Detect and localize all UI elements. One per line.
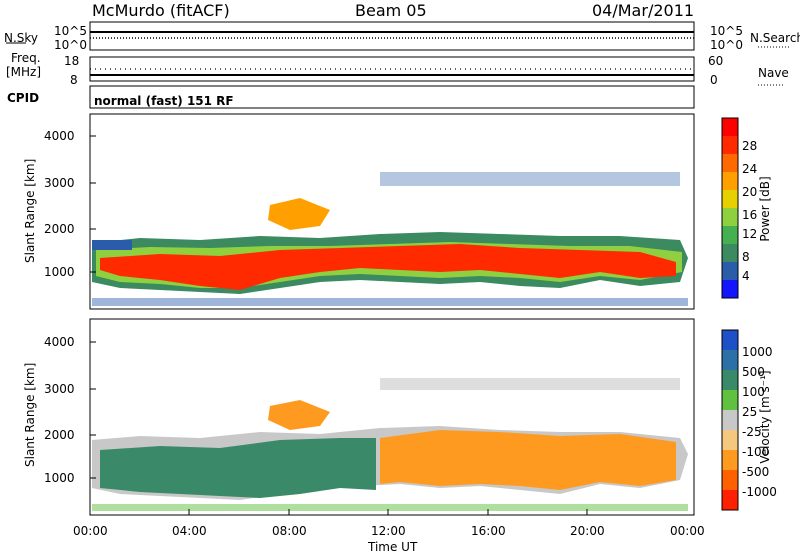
velocity-cbar-swatch [722, 470, 738, 490]
velocity-positive-region [100, 438, 376, 498]
velocity-cbar-swatch [722, 410, 738, 430]
power-cbar-swatch [722, 262, 738, 280]
power-cbar-swatch [722, 190, 738, 208]
power-cbar-tick: 28 [742, 139, 758, 153]
time-xtick: 00:00 [73, 524, 108, 538]
nsky-tick-high: 10^5 [54, 24, 87, 38]
velocity-cbar-tick: -1000 [742, 485, 777, 499]
power-ytick: 4000 [44, 129, 75, 143]
power-heatmap [92, 172, 688, 306]
power-backscatter-core [100, 244, 676, 290]
velocity-ytick: 2000 [44, 428, 75, 442]
power-cbar-tick: 12 [742, 227, 758, 241]
power-cbar-tick: 16 [742, 208, 758, 222]
velocity-cbar-swatch [722, 370, 738, 390]
time-xtick: 04:00 [172, 524, 207, 538]
time-xtick: 20:00 [570, 524, 605, 538]
cpid-program: normal (fast) 151 RF [94, 94, 234, 108]
velocity-patch [268, 400, 330, 430]
velocity-cbar-swatch [722, 490, 738, 510]
time-xtick: 00:00 [670, 524, 705, 538]
velocity-cbar-swatch [722, 430, 738, 450]
velocity-patch [380, 378, 680, 390]
velocity-colorbar [721, 329, 739, 511]
velocity-cbar-tick: -500 [742, 465, 770, 479]
power-cbar-swatch [722, 244, 738, 262]
velocity-cbar-swatch [722, 450, 738, 470]
nave-label: Nave [758, 66, 789, 80]
velocity-cbar-tick: 100 [742, 385, 765, 399]
freq-tick-low: 8 [70, 73, 78, 87]
date-title: 04/Mar/2011 [592, 1, 695, 20]
freq-unit-label: [MHz] [6, 65, 42, 79]
power-panel-frame [89, 113, 695, 310]
power-patch [92, 240, 132, 250]
velocity-cbar-tick: 1000 [742, 345, 773, 359]
nsearch-tick-high: 10^5 [710, 24, 743, 38]
nave-tick-low: 0 [710, 73, 718, 87]
power-cbar-swatch [722, 118, 738, 136]
power-ytick: 1000 [44, 265, 75, 279]
power-cbar-swatch [722, 154, 738, 172]
velocity-cbar-swatch [722, 350, 738, 370]
velocity-cbar-tick: 500 [742, 365, 765, 379]
velocity-cbar-swatch [722, 390, 738, 410]
power-cbar-swatch [722, 208, 738, 226]
time-xlabel: Time UT [368, 540, 418, 554]
power-patch [380, 172, 680, 186]
velocity-ytick: 3000 [44, 382, 75, 396]
nsky-label: N.Sky [4, 31, 39, 45]
velocity-heatmap [92, 378, 688, 511]
cpid-panel-frame [89, 85, 695, 109]
power-ytick: 3000 [44, 176, 75, 190]
power-colorbar [721, 117, 739, 299]
power-cbar-swatch [722, 136, 738, 154]
velocity-negative-region [380, 430, 676, 490]
power-ytick: 2000 [44, 222, 75, 236]
velocity-cbar-tick: -100 [742, 445, 770, 459]
freq-label: Freq. [11, 51, 41, 65]
velocity-cbar-tick: 25 [742, 405, 758, 419]
power-cbar-swatch [722, 226, 738, 244]
velocity-ytick: 1000 [44, 471, 75, 485]
time-xtick: 08:00 [272, 524, 307, 538]
power-cbar-swatch [722, 280, 738, 298]
power-cbar-tick: 20 [742, 185, 758, 199]
power-cbar-tick: 24 [742, 162, 758, 176]
axis-tick-marks [90, 135, 588, 515]
velocity-ytick: 4000 [44, 335, 75, 349]
power-near-range [92, 298, 688, 306]
nsky-panel-frame [89, 21, 695, 51]
nave-tick-high: 60 [708, 54, 724, 68]
beam-title: Beam 05 [355, 1, 427, 20]
velocity-near-range [92, 504, 688, 511]
power-cbar-swatch [722, 172, 738, 190]
velocity-cbar-tick: -25 [742, 425, 762, 439]
velocity-cbar-frame [721, 329, 739, 511]
nsky-tick-low: 10^0 [54, 38, 87, 52]
velocity-cbar-swatch [722, 330, 738, 350]
power-patch [268, 198, 330, 230]
time-xtick: 16:00 [471, 524, 506, 538]
power-cbar-tick: 8 [742, 250, 750, 264]
station-title: McMurdo (fitACF) [92, 1, 230, 20]
cpid-label: CPID [7, 91, 40, 105]
freq-tick-high: 18 [64, 54, 80, 68]
power-cbar-tick: 4 [742, 269, 750, 283]
nsearch-label: N.Search [750, 31, 800, 45]
time-xtick: 12:00 [371, 524, 406, 538]
power-cbar-frame [721, 117, 739, 299]
nsearch-tick-low: 10^0 [710, 38, 743, 52]
velocity-panel-frame [89, 318, 695, 516]
